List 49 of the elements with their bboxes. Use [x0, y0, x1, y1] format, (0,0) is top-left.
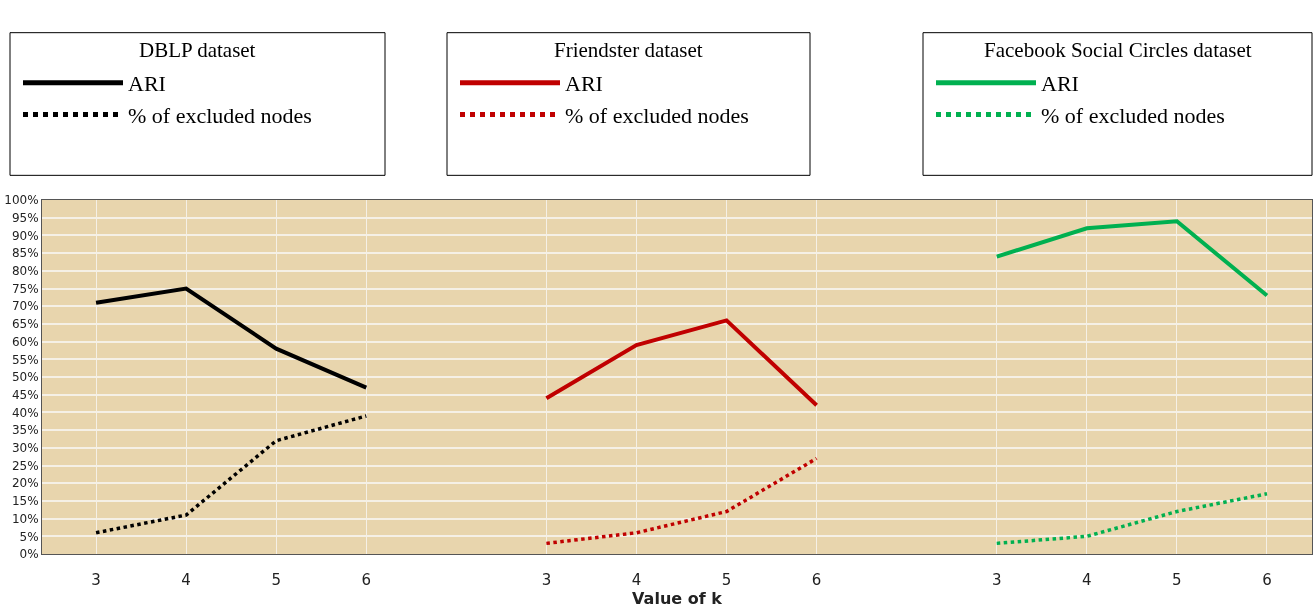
y-tick-label: 70%	[11, 299, 39, 314]
y-tick-label: 50%	[11, 370, 39, 385]
y-tick-label: 85%	[11, 246, 39, 261]
legend-label: ARI	[1041, 71, 1079, 97]
y-tick-label: 10%	[11, 511, 39, 526]
x-tick-label: 4	[631, 571, 642, 589]
y-tick-label: 65%	[11, 317, 39, 332]
y-tick-label: 0%	[19, 547, 39, 562]
x-tick-label: 5	[271, 571, 281, 589]
y-tick-label: 100%	[4, 193, 39, 208]
text: DBLP dataset	[139, 38, 256, 62]
line-series	[995, 492, 1269, 546]
x-tick-label: 3	[541, 571, 552, 589]
x-tick-label: 6	[361, 571, 372, 589]
line-series	[994, 219, 1269, 298]
legend-label: % of excluded nodes	[565, 102, 749, 128]
x-tick-label: 5	[721, 571, 732, 589]
legend-label: % of excluded nodes	[1041, 102, 1225, 128]
legend-label: % of excluded nodes	[128, 102, 312, 128]
y-tick-label: 25%	[11, 458, 39, 473]
y-tick-label: 80%	[11, 264, 39, 278]
line-series	[94, 414, 369, 535]
x-tick-label: 3	[991, 571, 1002, 589]
legend-label: ARI	[128, 71, 166, 97]
x-tick-label: 6	[1262, 571, 1272, 589]
y-tick-label: 35%	[11, 423, 39, 438]
text: Friendster dataset	[554, 38, 703, 62]
x-tick-label: 4	[181, 571, 191, 589]
y-tick-label: 20%	[11, 476, 39, 491]
y-tick-label: 45%	[11, 387, 39, 402]
text: Facebook Social Circles dataset	[984, 38, 1252, 62]
x-axis-title: Value of k	[632, 589, 723, 608]
y-tick-label: 60%	[11, 334, 39, 349]
y-tick-label: 95%	[11, 210, 39, 225]
x-tick-label: 6	[811, 571, 822, 589]
line-series	[94, 286, 369, 390]
y-tick-label: 90%	[11, 228, 39, 243]
line-series	[544, 456, 819, 546]
y-tick-label: 75%	[11, 281, 39, 296]
legend-label: ARI	[565, 71, 603, 97]
y-tick-label: 30%	[11, 441, 39, 455]
y-tick-label: 40%	[11, 405, 39, 420]
line-series	[544, 318, 819, 408]
y-tick-label: 55%	[11, 352, 39, 367]
x-tick-label: 4	[1082, 571, 1092, 589]
x-tick-label: 3	[91, 571, 101, 589]
y-tick-label: 5%	[19, 529, 39, 544]
x-tick-label: 5	[1172, 571, 1182, 589]
y-tick-label: 15%	[11, 494, 39, 509]
